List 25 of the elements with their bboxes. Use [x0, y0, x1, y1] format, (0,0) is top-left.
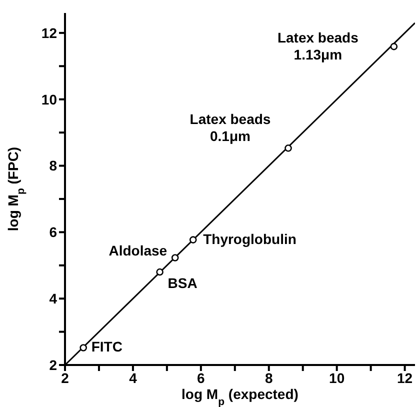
point	[284, 144, 292, 152]
annotation: Latex beads 1.13μm	[277, 30, 359, 63]
point	[390, 42, 398, 50]
point	[189, 236, 197, 244]
annotation: Aldolase	[108, 242, 168, 259]
y-tick-label: 4	[49, 290, 58, 307]
annotation: Thyroglobulin	[203, 230, 296, 247]
point	[80, 344, 87, 352]
annotation: BSA	[168, 275, 198, 292]
point	[156, 268, 164, 276]
y-tick-label: 12	[41, 24, 58, 41]
annotation: FITC	[91, 338, 122, 355]
annotation: Latex beads 0.1μm	[190, 111, 271, 144]
x-axis-title: log M$_{p}$ (expected)	[182, 386, 298, 407]
y-tick-label: 10	[41, 91, 58, 108]
x-tick-label: 8	[264, 370, 273, 386]
y-tick-label: 2	[49, 356, 58, 373]
y-tick-label: 6	[49, 224, 58, 240]
x-tick-label: 12	[397, 370, 413, 386]
x-tick-label: 2	[61, 370, 70, 386]
y-tick-label: 8	[49, 158, 58, 174]
point	[171, 254, 179, 262]
x-tick-label: 4	[129, 370, 138, 386]
x-tick-label: 10	[329, 370, 345, 386]
x-tick-label: 6	[197, 370, 206, 386]
